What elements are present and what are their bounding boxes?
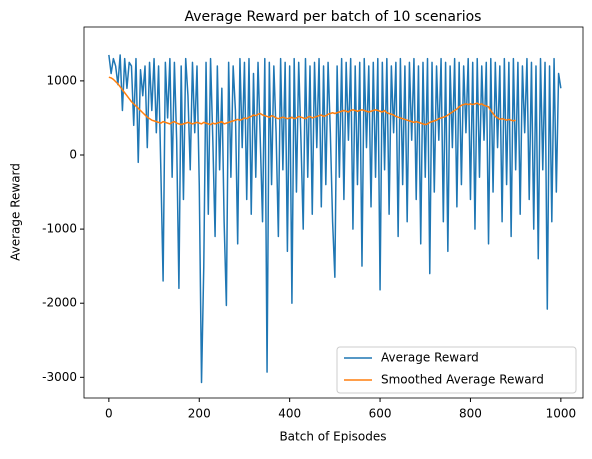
legend-label: Smoothed Average Reward (381, 373, 544, 387)
x-tick-label: 0 (105, 407, 113, 421)
axes-frame (83, 26, 584, 399)
data-line (108, 54, 562, 384)
x-tick-label: 800 (459, 407, 482, 421)
x-tick-label: 400 (278, 407, 301, 421)
y-tick-label: -1000 (42, 222, 77, 236)
y-tick-label: 1000 (46, 73, 77, 87)
y-tick-label: -2000 (42, 296, 77, 310)
y-tick-label: -3000 (42, 370, 77, 384)
x-axis-label: Batch of Episodes (279, 430, 386, 444)
data-line (108, 76, 516, 126)
legend-label: Average Reward (381, 351, 479, 365)
legend-box (336, 346, 577, 394)
x-tick-label: 600 (369, 407, 392, 421)
y-tick-label: 0 (69, 147, 77, 161)
x-tick-label: 200 (188, 407, 211, 421)
y-axis-label: Average Reward (9, 163, 23, 261)
chart-title: Average Reward per batch of 10 scenarios (185, 9, 482, 25)
x-tick-label: 1000 (546, 407, 577, 421)
